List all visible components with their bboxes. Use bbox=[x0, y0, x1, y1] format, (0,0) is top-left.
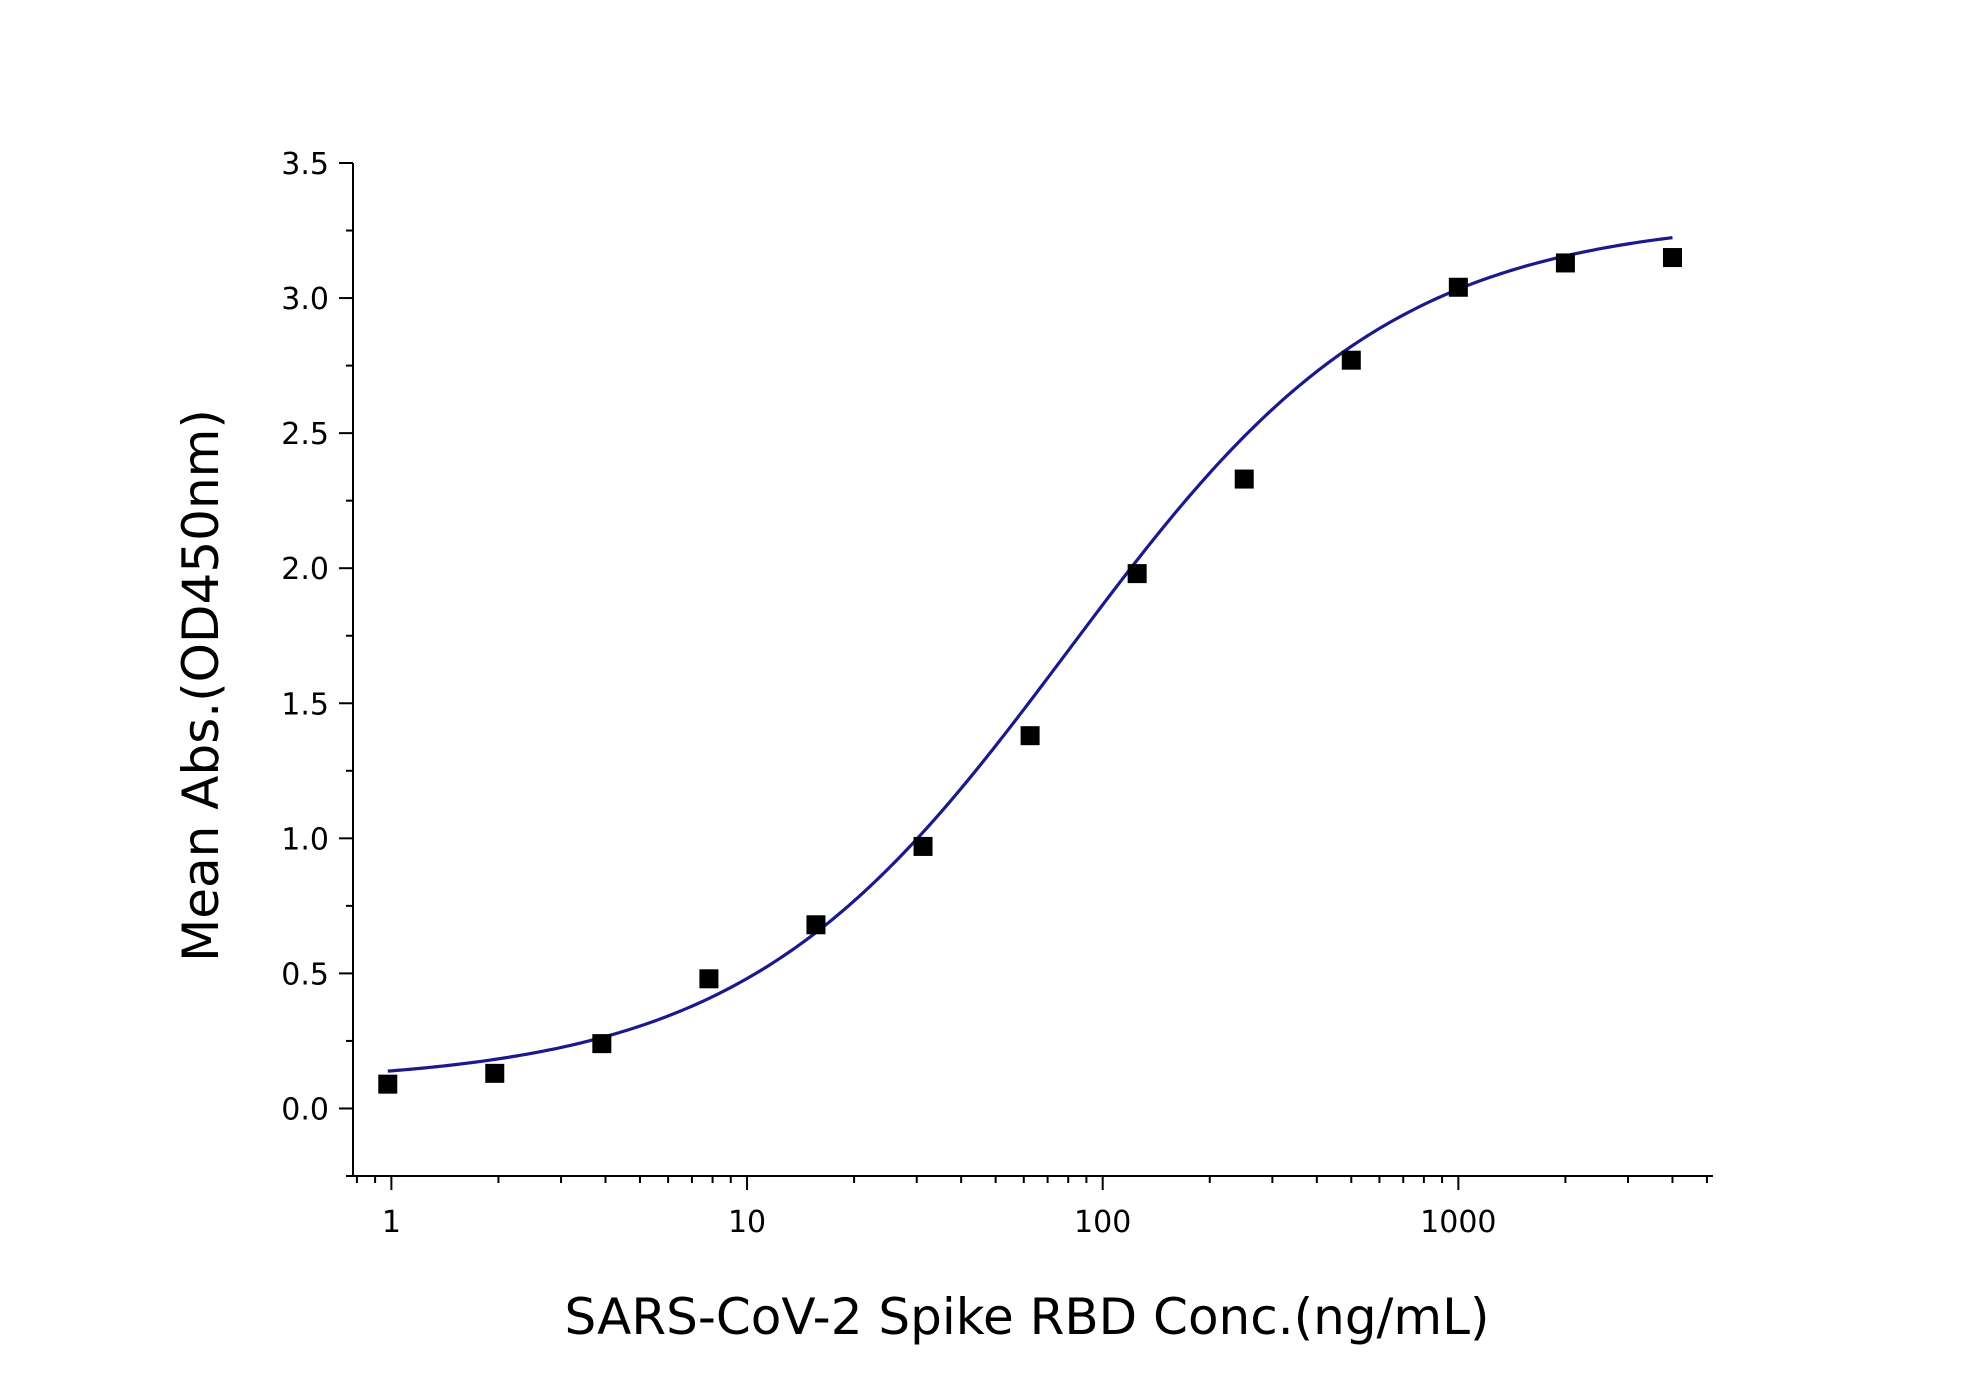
fit-curve-group bbox=[387, 236, 1673, 1073]
y-tick-label: 1.0 bbox=[281, 822, 329, 857]
x-tick-label: 1000 bbox=[1420, 1205, 1496, 1240]
data-point bbox=[378, 1074, 398, 1094]
y-tick-label: 2.0 bbox=[281, 552, 329, 587]
axes bbox=[352, 163, 1713, 1177]
data-points bbox=[378, 248, 1682, 1094]
data-point bbox=[1555, 253, 1575, 273]
data-point bbox=[806, 915, 826, 935]
data-point bbox=[1448, 277, 1468, 297]
x-tick-label: 100 bbox=[1074, 1205, 1131, 1240]
data-point bbox=[1020, 726, 1040, 746]
data-point bbox=[699, 969, 719, 989]
x-tick-label: 1 bbox=[382, 1205, 401, 1240]
x-axis-title: SARS-CoV-2 Spike RBD Conc.(ng/mL) bbox=[565, 1288, 1490, 1346]
y-tick-label: 0.0 bbox=[281, 1092, 329, 1127]
ticks: 0.0 0.5 1.0 1.5 2.0 2.5 3.0 3.5 1 10 100 1000 bbox=[281, 147, 1708, 1240]
y-axis-title: Mean Abs.(OD450nm) bbox=[172, 409, 230, 962]
data-point bbox=[1341, 350, 1361, 370]
data-point bbox=[1662, 248, 1682, 268]
data-point bbox=[1234, 469, 1254, 489]
data-point bbox=[592, 1034, 612, 1054]
y-tick-label: 1.5 bbox=[281, 687, 329, 722]
y-tick-label: 2.5 bbox=[281, 417, 329, 452]
x-tick-label: 10 bbox=[728, 1205, 766, 1240]
data-point bbox=[1127, 564, 1147, 584]
y-tick-label: 3.5 bbox=[281, 147, 329, 182]
fit-curve-line bbox=[387, 236, 1673, 1073]
y-tick-label: 0.5 bbox=[281, 957, 329, 992]
data-point bbox=[913, 836, 933, 856]
data-point bbox=[485, 1063, 505, 1083]
y-tick-label: 3.0 bbox=[281, 282, 329, 317]
